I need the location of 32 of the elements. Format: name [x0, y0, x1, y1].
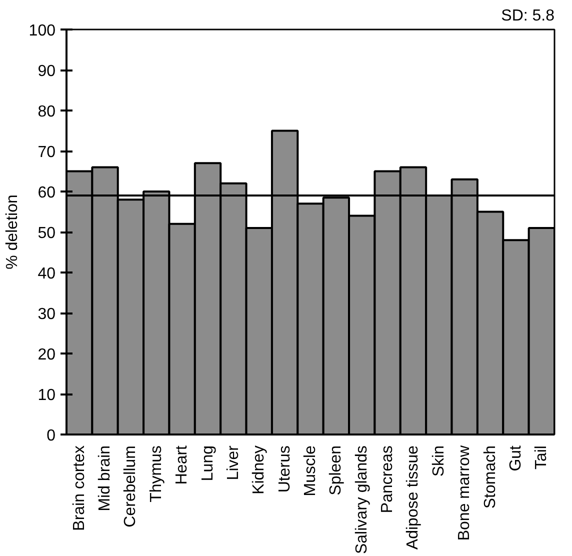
x-tick-label: Bone marrow: [456, 445, 474, 541]
y-tick-label: 10: [38, 387, 56, 404]
x-tick-label: Skin: [430, 446, 448, 477]
x-tick-label: Thymus: [148, 445, 165, 502]
y-tick-label: 80: [38, 104, 56, 120]
y-tick-label: 30: [38, 306, 56, 323]
x-tick-label: Adipose tissue: [404, 445, 422, 550]
x-tick-label: Kidney: [250, 446, 268, 494]
y-tick-label: 40: [38, 266, 56, 282]
x-tick-label: Mid brain: [96, 445, 114, 512]
x-tick-label: Gut: [507, 444, 524, 472]
x-tick-label: Spleen: [328, 445, 345, 496]
x-tick-label: Cerebellum: [122, 446, 140, 528]
x-tick-label: Uterus: [276, 446, 294, 493]
x-tick-label: Pancreas: [379, 446, 396, 514]
y-tick-label: 90: [38, 63, 56, 80]
x-tick-label: Lung: [199, 446, 216, 482]
x-tick-label: Brain cortex: [70, 445, 88, 531]
y-tick-label: 50: [38, 225, 56, 242]
x-tick-label: Muscle: [302, 445, 319, 496]
x-tick-label: Tail: [533, 445, 550, 470]
x-tick-label: Liver: [224, 444, 242, 480]
y-axis-title: % deletion: [4, 194, 21, 270]
x-tick-label: Heart: [174, 444, 191, 485]
y-tick-label: 20: [38, 346, 56, 364]
text: SD: 5.8: [501, 8, 555, 24]
y-tick-label: 60: [38, 184, 56, 202]
y-tick-label: 0: [46, 428, 56, 444]
x-tick-label: Stomach: [482, 446, 499, 509]
y-tick-label: 100: [28, 22, 56, 40]
y-tick-label: 70: [38, 144, 56, 161]
x-tick-label: Salivary glands: [353, 446, 370, 554]
